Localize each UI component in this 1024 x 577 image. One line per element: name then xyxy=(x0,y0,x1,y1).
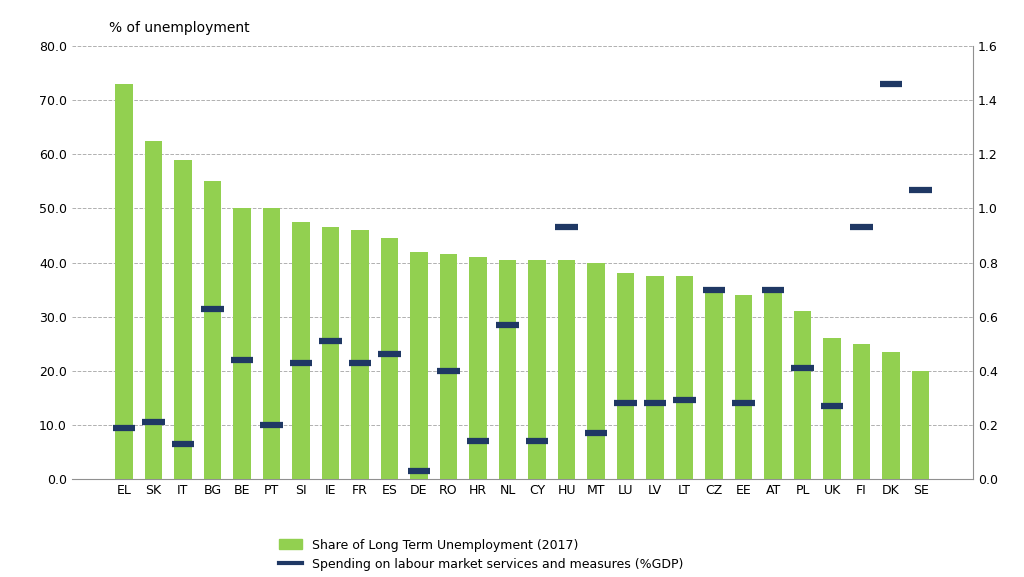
Bar xyxy=(499,260,516,479)
Text: % of unemployment: % of unemployment xyxy=(110,21,250,35)
Legend: Share of Long Term Unemployment (2017), Spending on labour market services and m: Share of Long Term Unemployment (2017), … xyxy=(280,538,683,571)
Bar xyxy=(262,208,281,479)
Bar xyxy=(439,254,458,479)
Bar xyxy=(794,311,811,479)
Bar xyxy=(410,252,428,479)
Bar xyxy=(292,222,310,479)
Bar xyxy=(144,141,162,479)
Bar xyxy=(115,84,133,479)
Bar xyxy=(558,260,575,479)
Bar xyxy=(322,227,339,479)
Bar xyxy=(764,293,782,479)
Bar xyxy=(823,338,841,479)
Bar xyxy=(853,344,870,479)
Bar xyxy=(646,276,664,479)
Bar xyxy=(883,352,900,479)
Bar xyxy=(381,238,398,479)
Bar xyxy=(351,230,369,479)
Bar xyxy=(706,290,723,479)
Bar xyxy=(233,208,251,479)
Bar xyxy=(174,160,191,479)
Bar xyxy=(587,263,605,479)
Bar xyxy=(676,276,693,479)
Bar xyxy=(616,273,635,479)
Bar xyxy=(528,260,546,479)
Bar xyxy=(911,371,930,479)
Bar xyxy=(204,181,221,479)
Bar xyxy=(469,257,486,479)
Bar xyxy=(734,295,753,479)
